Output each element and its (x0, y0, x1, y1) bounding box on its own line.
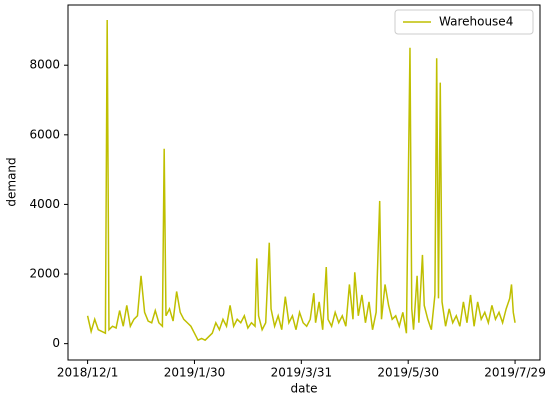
x-tick-label: 2019/3/31 (271, 366, 333, 380)
y-tick-label: 8000 (29, 58, 60, 72)
x-tick-label: 2018/12/1 (57, 366, 119, 380)
y-tick-label: 4000 (29, 197, 60, 211)
legend-label: Warehouse4 (439, 15, 513, 29)
legend-box (394, 9, 534, 35)
line (86, 19, 516, 342)
x-tick-label: 2019/7/29 (484, 366, 546, 380)
x-tick-label: 2019/1/30 (164, 366, 226, 380)
y-axis-label: demand (5, 157, 19, 206)
y-tick-label: 2000 (29, 267, 60, 281)
x-axis-label: date (290, 382, 317, 396)
y-tick-label: 6000 (29, 127, 60, 141)
x-tick-label: 2019/5/30 (377, 366, 439, 380)
y-tick-label: 0 (52, 336, 60, 350)
plot-frame (67, 4, 541, 361)
